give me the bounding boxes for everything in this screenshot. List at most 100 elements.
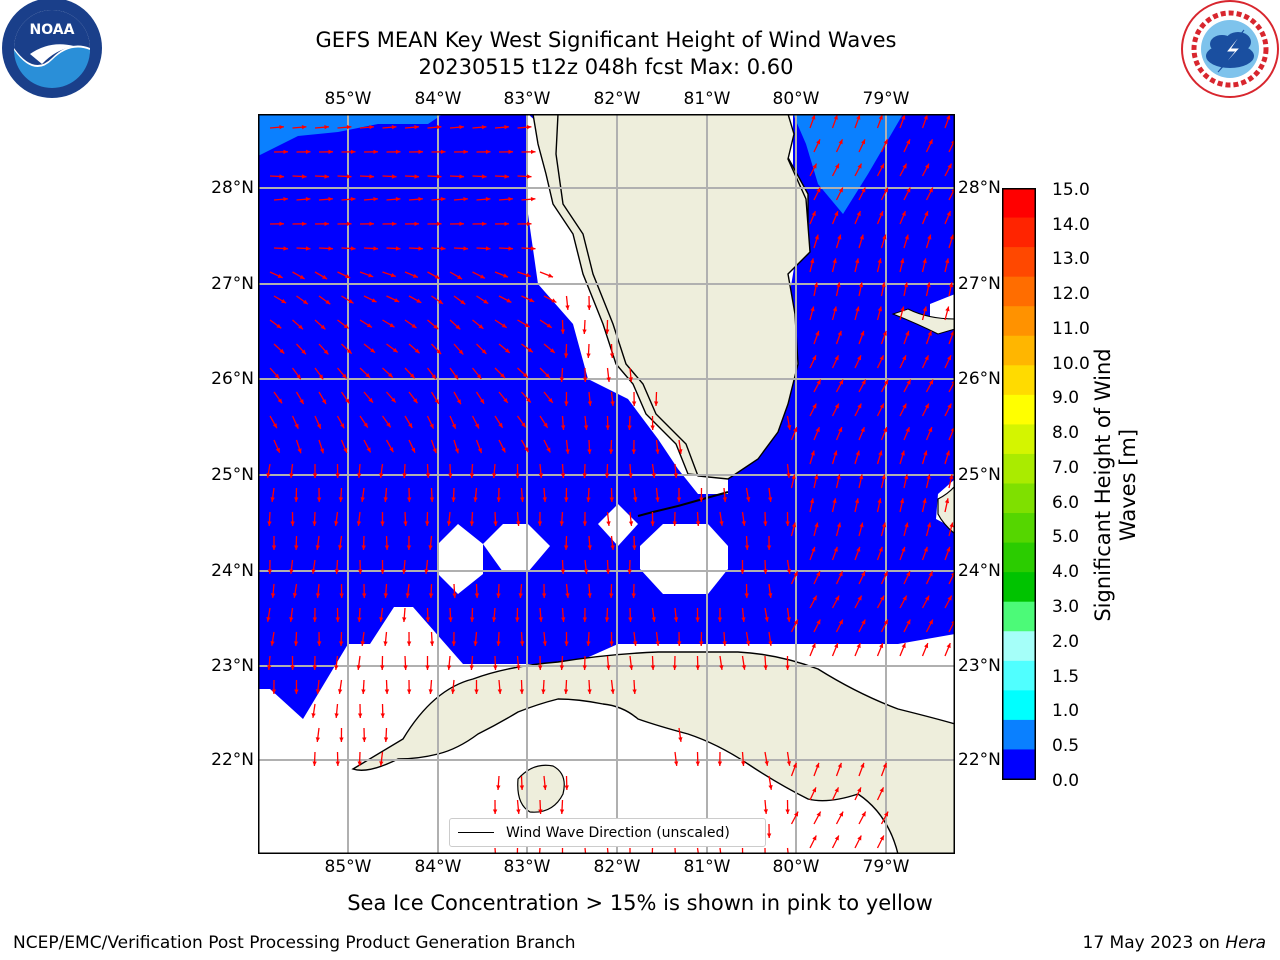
wave-direction-arrowhead bbox=[542, 497, 547, 502]
wave-direction-arrowhead bbox=[861, 811, 866, 817]
wave-direction-arrowhead bbox=[521, 422, 526, 428]
wave-direction-arrowhead bbox=[812, 163, 817, 169]
wave-direction-arrowhead bbox=[654, 401, 659, 406]
colorbar-tick: 5.0 bbox=[1052, 527, 1080, 547]
wave-direction-arrowhead bbox=[380, 521, 385, 526]
wave-direction-arrowhead bbox=[298, 324, 303, 330]
wave-direction-arrowhead bbox=[530, 197, 536, 202]
wave-direction-arrowhead bbox=[858, 282, 864, 288]
wave-direction-arrowhead bbox=[835, 163, 839, 169]
wave-direction-arrowhead bbox=[454, 448, 459, 454]
wave-direction-arrowhead bbox=[810, 258, 815, 264]
wave-direction-arrowhead bbox=[651, 617, 656, 622]
wave-direction-arrowhead bbox=[515, 617, 520, 622]
wave-direction-arrowhead bbox=[322, 274, 328, 279]
wave-direction-arrowhead bbox=[838, 139, 843, 145]
wave-direction-arrowhead bbox=[860, 330, 865, 336]
wave-direction-arrowhead bbox=[334, 569, 339, 574]
wave-direction-arrowhead bbox=[813, 282, 819, 288]
wave-direction-arrowhead bbox=[883, 619, 888, 625]
wave-direction-arrowhead bbox=[293, 641, 299, 646]
wave-direction-arrowhead bbox=[497, 689, 502, 694]
wave-direction-arrow bbox=[584, 847, 587, 854]
wave-direction-arrowhead bbox=[446, 521, 452, 526]
wave-direction-arrowhead bbox=[834, 787, 839, 793]
wave-direction-arrowhead bbox=[606, 665, 611, 670]
wave-direction-arrowhead bbox=[587, 449, 592, 454]
wave-direction-arrowhead bbox=[306, 149, 311, 154]
wave-direction-arrowhead bbox=[473, 641, 478, 646]
wave-direction-arrowhead bbox=[492, 617, 497, 622]
wave-direction-arrowhead bbox=[904, 522, 909, 528]
wave-direction-arrowhead bbox=[486, 149, 491, 154]
wave-direction-arrowhead bbox=[496, 641, 501, 646]
wave-direction-arrowhead bbox=[946, 114, 951, 120]
wave-direction-arrowhead bbox=[338, 497, 344, 502]
wave-direction-arrowhead bbox=[811, 643, 816, 649]
colorbar-segment bbox=[1002, 660, 1036, 691]
colorbar-segment bbox=[1002, 453, 1036, 485]
wave-direction-arrowhead bbox=[901, 643, 906, 649]
wave-direction-arrowhead bbox=[505, 348, 510, 353]
wave-direction-arrowhead bbox=[318, 374, 324, 380]
lat-tick-right: 22°N bbox=[958, 750, 1001, 770]
wave-direction-arrowhead bbox=[289, 473, 294, 478]
legend-label: Wind Wave Direction (unscaled) bbox=[506, 824, 730, 841]
wave-direction-arrowhead bbox=[582, 521, 588, 526]
wave-direction-arrowhead bbox=[814, 522, 819, 528]
wave-direction-arrowhead bbox=[538, 473, 544, 478]
wave-direction-arrowhead bbox=[561, 617, 566, 622]
wave-direction-arrowhead bbox=[923, 546, 928, 552]
wave-direction-arrowhead bbox=[814, 234, 819, 240]
wave-direction-arrowhead bbox=[717, 761, 723, 766]
map-title: GEFS MEAN Key West Significant Height of… bbox=[315, 28, 897, 52]
footer-host: Hera bbox=[1225, 933, 1266, 953]
wave-direction-arrowhead bbox=[879, 835, 884, 841]
wave-direction-arrowhead bbox=[473, 497, 478, 502]
wave-direction-arrowhead bbox=[294, 423, 299, 429]
wave-direction-arrowhead bbox=[856, 546, 861, 552]
lat-tick-left: 22°N bbox=[211, 750, 254, 770]
wave-direction-arrowhead bbox=[492, 473, 497, 478]
wave-direction-arrowhead bbox=[289, 569, 294, 574]
wave-direction-arrowhead bbox=[833, 546, 838, 552]
lat-tick-right: 24°N bbox=[958, 561, 1001, 581]
wave-direction-arrowhead bbox=[924, 211, 929, 217]
wave-direction-arrowhead bbox=[436, 174, 442, 179]
wave-direction-arrowhead bbox=[810, 450, 815, 456]
lon-tick-bottom: 84°W bbox=[414, 857, 462, 877]
wave-direction-arrow bbox=[786, 847, 789, 854]
wave-direction-arrowhead bbox=[504, 125, 509, 130]
wave-direction-arrowhead bbox=[315, 737, 320, 742]
wave-direction-arrowhead bbox=[947, 595, 952, 601]
wave-direction-arrowhead bbox=[903, 282, 909, 288]
wave-direction-arrowhead bbox=[837, 330, 842, 336]
wave-direction-arrowhead bbox=[424, 569, 429, 574]
wave-direction-arrowhead bbox=[947, 163, 952, 169]
wave-direction-arrowhead bbox=[628, 473, 633, 478]
wave-direction-arrowhead bbox=[583, 425, 589, 430]
wave-direction-arrowhead bbox=[277, 274, 283, 278]
wave-direction-arrowhead bbox=[493, 521, 498, 526]
wave-direction-arrowhead bbox=[900, 306, 905, 312]
wave-direction-arrowhead bbox=[414, 221, 419, 226]
wave-direction-arrowhead bbox=[301, 174, 307, 179]
wave-direction-arrowhead bbox=[587, 305, 592, 310]
wave-direction-arrowhead bbox=[610, 689, 615, 694]
wave-direction-arrowhead bbox=[315, 593, 321, 598]
wave-direction-arrowhead bbox=[545, 373, 550, 378]
wave-direction-arrowhead bbox=[503, 398, 508, 403]
wave-direction-arrowhead bbox=[301, 349, 306, 355]
wave-direction-arrowhead bbox=[949, 474, 954, 480]
wave-direction-arrowhead bbox=[651, 473, 656, 478]
wave-direction-arrowhead bbox=[508, 246, 513, 251]
wave-direction-arrowhead bbox=[882, 762, 887, 768]
wave-direction-arrowhead bbox=[334, 521, 339, 526]
wave-direction-arrowhead bbox=[414, 174, 419, 179]
wave-direction-arrowhead bbox=[379, 473, 384, 478]
wave-direction-arrowhead bbox=[834, 355, 839, 361]
wave-direction-arrowhead bbox=[503, 273, 508, 278]
wave-direction-arrowhead bbox=[305, 246, 311, 251]
wave-direction-arrowhead bbox=[277, 398, 283, 404]
wave-direction-arrowhead bbox=[548, 273, 553, 278]
